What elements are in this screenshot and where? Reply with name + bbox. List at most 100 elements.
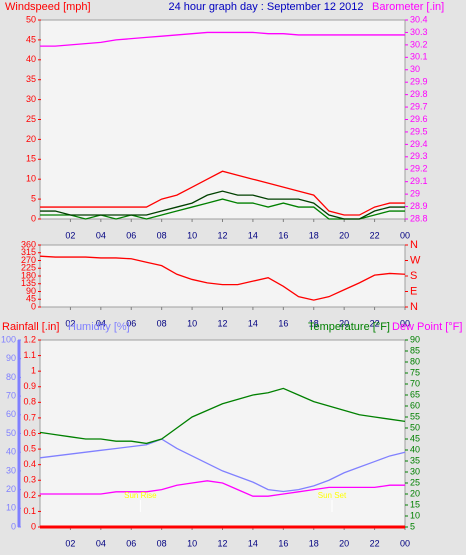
y2-tick-label: S: [410, 270, 417, 282]
y-tick-label: 135: [21, 278, 36, 288]
x-tick-label: 12: [217, 538, 227, 548]
y3-tick-label: 30: [6, 465, 16, 475]
y-tick-label: 0.7: [23, 412, 36, 422]
y3-tick-label: 10: [6, 503, 16, 513]
x-tick-label: 08: [157, 318, 167, 328]
y2-tick-label: 40: [410, 444, 420, 454]
chart-title: 24 hour graph day : September 12 2012: [168, 1, 363, 13]
series-label: Temperature [°F]: [308, 321, 390, 333]
y-tick-label: 15: [26, 154, 36, 164]
y2-tick-label: 28.8: [410, 213, 428, 223]
y-tick-label: 45: [26, 294, 36, 304]
x-tick-label: 14: [248, 538, 258, 548]
x-tick-label: 12: [217, 230, 227, 240]
y2-tick-label: 80: [410, 356, 420, 366]
y2-tick-label: 25: [410, 477, 420, 487]
y-tick-label: 180: [21, 270, 36, 280]
y2-tick-label: E: [410, 285, 417, 297]
x-tick-label: 10: [187, 318, 197, 328]
y2-tick-label: N: [410, 301, 418, 313]
y2-tick-label: 15: [410, 499, 420, 509]
x-tick-label: 10: [187, 230, 197, 240]
y2-tick-label: 29.3: [410, 151, 428, 161]
series-label: Rainfall [.in]: [2, 321, 59, 333]
y3-tick-label: 80: [6, 372, 16, 382]
plot-area: [39, 19, 406, 220]
y-tick-label: 315: [21, 247, 36, 257]
y2-tick-label: 30.4: [410, 14, 428, 24]
series-line: [40, 31, 405, 47]
y-tick-label: 0.4: [23, 459, 36, 469]
y2-tick-label: 50: [410, 422, 420, 432]
y3-tick-label: 70: [6, 390, 16, 400]
x-tick-label: 00: [400, 318, 410, 328]
y2-tick-label: W: [410, 254, 421, 266]
y2-tick-label: 90: [410, 334, 420, 344]
plot-area: [39, 339, 406, 528]
y2-tick-label: 65: [410, 389, 420, 399]
x-tick-label: 04: [96, 318, 106, 328]
x-tick-label: 08: [157, 230, 167, 240]
series-line: [40, 170, 405, 216]
y2-tick-label: 30: [410, 64, 420, 74]
y2-tick-label: 29.7: [410, 101, 428, 111]
x-tick-label: 00: [400, 538, 410, 548]
y-tick-label: 40: [26, 54, 36, 64]
y2-tick-label: 45: [410, 433, 420, 443]
y-tick-label: 10: [26, 174, 36, 184]
y-tick-label: 0.9: [23, 381, 36, 391]
y-tick-label: 360: [21, 239, 36, 249]
y2-axis-label: Barometer [.in]: [372, 1, 444, 13]
y2-tick-label: 29.4: [410, 139, 428, 149]
y3-tick-label: 60: [6, 409, 16, 419]
y-tick-label: 90: [26, 286, 36, 296]
y2-tick-label: 28.9: [410, 201, 428, 211]
y2-tick-label: 35: [410, 455, 420, 465]
y2-tick-label: 29.5: [410, 126, 428, 136]
series-line: [39, 438, 406, 493]
y-tick-label: 1.1: [23, 350, 36, 360]
x-tick-label: 10: [187, 538, 197, 548]
y-tick-label: 20: [26, 134, 36, 144]
y2-tick-label: 29.2: [410, 164, 428, 174]
y-tick-label: 5: [31, 193, 36, 203]
y3-tick-label: 20: [6, 484, 16, 494]
y-tick-label: 0.2: [23, 490, 36, 500]
y2-tick-label: 85: [410, 345, 420, 355]
series-line: [40, 190, 405, 220]
y2-tick-label: 30.3: [410, 27, 428, 37]
y-tick-label: 0: [31, 521, 36, 531]
y2-tick-label: 29.9: [410, 77, 428, 87]
y-tick-label: 35: [26, 74, 36, 84]
x-tick-label: 00: [400, 230, 410, 240]
y2-tick-label: 5: [410, 521, 415, 531]
y-tick-label: 0: [31, 213, 36, 223]
x-tick-label: 18: [309, 318, 319, 328]
x-tick-label: 04: [96, 230, 106, 240]
y2-tick-label: 10: [410, 510, 420, 520]
y2-tick-label: 30: [410, 466, 420, 476]
x-tick-label: 22: [370, 230, 380, 240]
x-tick-label: 18: [309, 230, 319, 240]
x-tick-label: 20: [339, 318, 349, 328]
y-tick-label: 270: [21, 255, 36, 265]
y-tick-label: 225: [21, 263, 36, 273]
y2-tick-label: 55: [410, 411, 420, 421]
y2-tick-label: 30.1: [410, 52, 428, 62]
x-tick-label: 18: [309, 538, 319, 548]
x-tick-label: 02: [65, 230, 75, 240]
series-line: [39, 387, 406, 445]
y3-tick-label: 100: [1, 334, 16, 344]
y-axis-label: Windspeed [mph]: [5, 1, 91, 13]
y2-tick-label: 60: [410, 400, 420, 410]
series-label: Dew Point [°F]: [392, 321, 462, 333]
x-tick-label: 16: [278, 230, 288, 240]
annotation: Sun Set: [318, 491, 347, 500]
plot-area: [39, 244, 406, 308]
y3-tick-label: 40: [6, 447, 16, 457]
y2-tick-label: 30.2: [410, 39, 428, 49]
x-tick-label: 14: [248, 318, 258, 328]
series-line: [40, 480, 405, 497]
y2-tick-label: 29.8: [410, 89, 428, 99]
